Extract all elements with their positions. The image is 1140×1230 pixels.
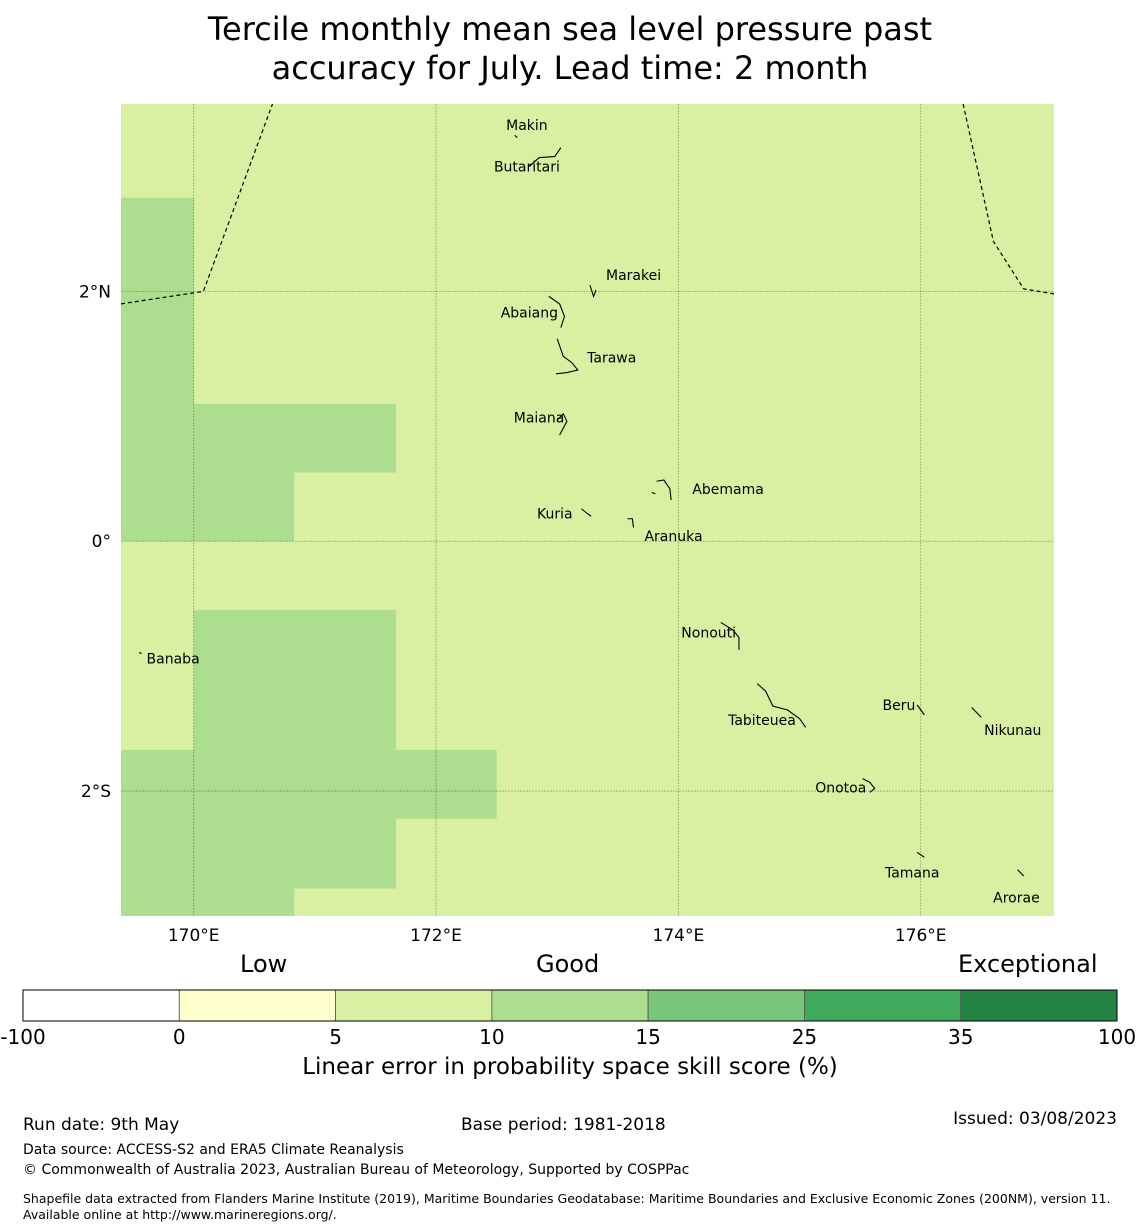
place-label: Abemama	[692, 482, 764, 498]
eez-boundaries	[121, 104, 1054, 305]
island-outlines	[138, 134, 1025, 877]
base-period: Base period: 1981-2018	[461, 1115, 666, 1135]
graticule	[121, 104, 1054, 916]
skill-cell-1	[193, 403, 397, 473]
island-outline	[756, 683, 807, 728]
place-label: Abaiang	[501, 306, 558, 322]
run-date: Run date: 9th May	[23, 1115, 180, 1135]
place-label: Butaritari	[494, 159, 560, 175]
island-outline	[971, 706, 982, 718]
skill-cell-0	[121, 197, 194, 542]
colorbar-tick-label: 10	[479, 1025, 505, 1049]
island-outline	[581, 508, 592, 517]
latitude-tick-label: 2°N	[79, 282, 111, 302]
place-label: Tarawa	[586, 351, 636, 367]
data-source: Data source: ACCESS-S2 and ERA5 Climate …	[23, 1142, 404, 1158]
island-outline	[555, 338, 579, 375]
place-label: Kuria	[537, 507, 573, 523]
map-title: Tercile monthly mean sea level pressure …	[0, 10, 1140, 88]
island-outline	[548, 295, 566, 328]
colorbar-tick-label: 5	[329, 1025, 342, 1049]
colorbar	[22, 989, 1118, 1022]
colorbar-tick-label: 25	[791, 1025, 818, 1049]
skill-cell-6	[121, 888, 295, 916]
colorbar-heading-exceptional: Exceptional	[958, 950, 1098, 978]
colorbar-bin	[22, 989, 180, 1022]
colorbar-bin	[804, 989, 962, 1022]
colorbar-tick-label: 35	[947, 1025, 974, 1049]
island-outline	[138, 651, 142, 655]
place-label: Tabiteuea	[727, 713, 796, 729]
colorbar-heading-low: Low	[240, 950, 288, 978]
island-outline	[651, 491, 656, 495]
longitude-ticks: 170°E 172°E 174°E 176°E	[168, 926, 947, 946]
island-outline	[916, 704, 925, 716]
place-label: Onotoa	[815, 780, 866, 796]
longitude-tick-label: 170°E	[168, 926, 220, 946]
colorbar-bin	[178, 989, 336, 1022]
island-outline	[656, 479, 672, 501]
skill-cells	[121, 197, 497, 916]
eez-boundary-1	[962, 104, 1054, 295]
longitude-tick-label: 174°E	[653, 926, 705, 946]
issued-date: Issued: 03/08/2023	[953, 1109, 1117, 1129]
place-label: Nikunau	[984, 723, 1041, 739]
colorbar-label: Linear error in probability space skill …	[302, 1054, 838, 1080]
colorbar-tick-label: 15	[635, 1025, 661, 1049]
island-outline	[1017, 869, 1025, 877]
latitude-tick-label: 2°S	[81, 782, 111, 802]
colorbar-bin	[647, 989, 805, 1022]
copyright: © Commonwealth of Australia 2023, Austra…	[23, 1162, 690, 1178]
place-label: Marakei	[606, 268, 661, 284]
colorbar-bin	[491, 989, 649, 1022]
island-outline	[589, 284, 597, 299]
place-label: Makin	[506, 118, 548, 134]
latitude-ticks: 2°N 0° 2°S	[79, 282, 111, 802]
colorbar-bin	[335, 989, 493, 1022]
place-label: Tamana	[884, 865, 939, 881]
longitude-tick-label: 176°E	[895, 926, 947, 946]
colorbar-bin	[960, 989, 1118, 1022]
place-labels: Makin Butaritari Marakei Abaiang Tarawa Maian…	[147, 118, 1042, 906]
island-outline	[720, 621, 740, 650]
skill-map: Makin Butaritari Marakei Abaiang Tarawa Maian…	[79, 104, 1054, 946]
colorbar-tick-label: 0	[172, 1025, 186, 1049]
place-label: Arorae	[993, 890, 1040, 906]
map-title-line2: accuracy for July. Lead time: 2 month	[271, 49, 869, 87]
colorbar-tick-label: 100	[1097, 1025, 1137, 1049]
colorbar-heading-good: Good	[536, 950, 600, 978]
island-outline	[916, 851, 925, 858]
island-outline	[627, 518, 635, 528]
skill-cell-4	[121, 749, 497, 819]
island-outline	[528, 147, 562, 167]
colorbar-tick-label: -100	[0, 1025, 46, 1049]
shapefile-note: Shapefile data extracted from Flanders M…	[23, 1191, 1111, 1222]
island-outline	[514, 134, 518, 139]
latitude-tick-label: 0°	[92, 532, 111, 552]
island-outline	[556, 412, 568, 436]
skill-cell-5	[121, 818, 397, 889]
place-label: Aranuka	[644, 529, 702, 545]
skill-cell-2	[193, 472, 295, 542]
island-outline	[862, 778, 876, 793]
place-label: Nonouti	[681, 625, 736, 641]
place-label: Beru	[882, 698, 915, 714]
map-title-line1: Tercile monthly mean sea level pressure …	[207, 10, 933, 48]
place-label: Banaba	[147, 652, 200, 668]
skill-cell-3	[193, 609, 397, 750]
place-label: Maiana	[514, 411, 565, 427]
longitude-tick-label: 172°E	[410, 926, 462, 946]
